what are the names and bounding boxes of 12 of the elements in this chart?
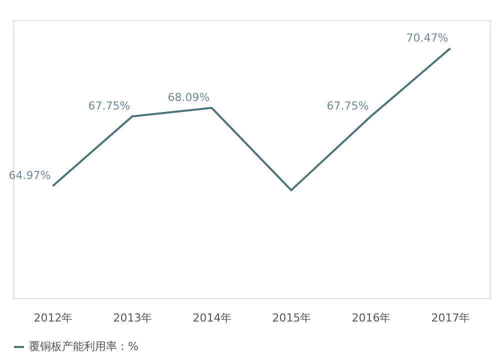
data-label: 64.97% [8,168,51,182]
x-tick-label: 2012年 [34,312,73,324]
legend-label: 覆铜板产能利用率：% [29,340,138,353]
data-label: 70.47% [406,31,448,44]
x-tick-label: 2017年 [431,312,470,324]
data-label: 67.75% [88,99,130,112]
data-label: 67.75% [326,99,369,112]
x-tick-label: 2014年 [192,312,232,324]
x-tick-label: 2016年 [352,312,391,324]
x-tick-label: 2015年 [272,312,312,324]
data-label: 68.09% [168,90,210,104]
x-tick-label: 2013年 [113,312,152,324]
